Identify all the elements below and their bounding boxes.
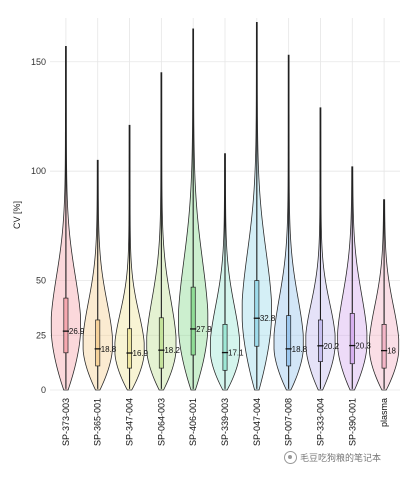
y-tick-label: 25 [36, 330, 46, 340]
median-label: 18.8 [292, 345, 308, 354]
violin-box [254, 280, 260, 347]
violin-box [381, 324, 387, 369]
violin-box [95, 319, 101, 367]
violin-box [190, 286, 196, 356]
median-label: 18 [387, 347, 396, 356]
median-label: 26.9 [69, 327, 85, 336]
median-label: 16.9 [133, 349, 149, 358]
x-tick-label: SP-064-003 [156, 398, 166, 446]
label-layer: 0 25 50 100 150 26.9 SP-373-003 18.8 SP-365-001 1… [31, 57, 397, 446]
median-label: 20.2 [323, 342, 339, 351]
x-tick-label: SP-347-004 [125, 398, 135, 446]
x-tick-label: SP-373-003 [61, 398, 71, 446]
x-tick-label: SP-339-003 [220, 398, 230, 446]
y-tick-label: 50 [36, 276, 46, 286]
watermark-text: 毛豆吃狗粮的笔记本 [300, 453, 382, 463]
median-label: 20.3 [355, 342, 371, 351]
violin-box [349, 313, 355, 365]
median-label: 17.1 [228, 349, 244, 358]
median-label: 32.8 [260, 314, 276, 323]
violin-box [318, 319, 323, 362]
y-tick-label: 0 [41, 385, 46, 395]
x-tick-label: SP-406-001 [188, 398, 198, 446]
x-tick-label: plasma [379, 398, 389, 427]
violin-box [63, 297, 69, 354]
x-tick-label: SP-365-001 [93, 398, 103, 446]
violin-box [286, 315, 292, 367]
y-axis-label: CV [%] [12, 201, 22, 229]
violin-box [127, 328, 132, 369]
x-tick-label: SP-333-004 [315, 398, 325, 446]
y-tick-label: 150 [31, 57, 46, 67]
median-label: 18.8 [101, 345, 117, 354]
wechat-icon [284, 451, 297, 464]
violin-box [222, 324, 228, 371]
violin-box [158, 317, 164, 369]
median-label: 18.2 [164, 346, 180, 355]
median-label: 27.9 [196, 325, 212, 334]
x-tick-label: SP-047-004 [252, 398, 262, 446]
y-tick-label: 100 [31, 166, 46, 176]
x-tick-label: SP-007-008 [284, 398, 294, 446]
violin-layer [50, 21, 400, 391]
watermark: 毛豆吃狗粮的笔记本 [284, 451, 381, 464]
x-tick-label: SP-390-001 [347, 398, 357, 446]
